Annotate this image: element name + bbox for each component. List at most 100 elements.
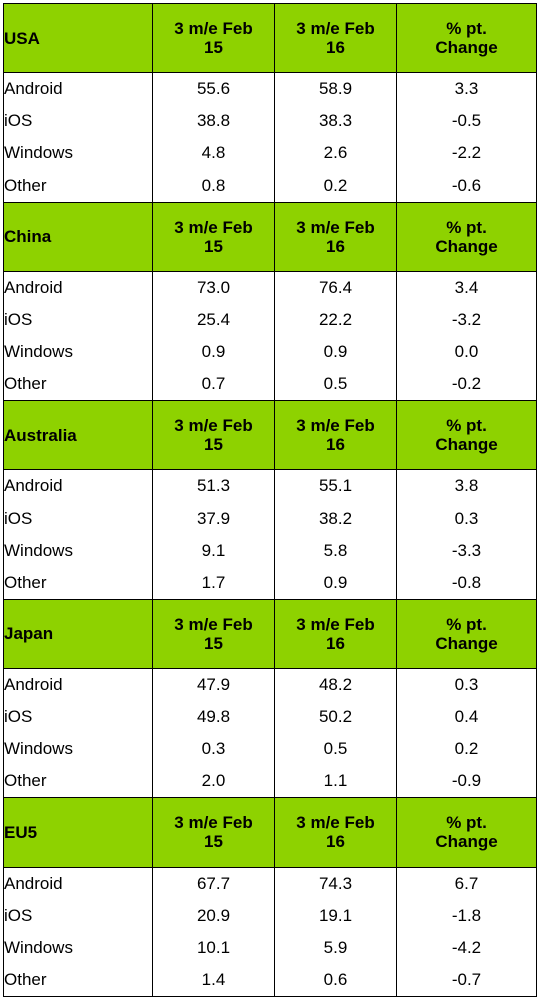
feb15-value: 20.9 (152, 899, 275, 932)
table-row: Windows 0.9 0.9 0.0 (3, 335, 537, 369)
feb15-value: 1.4 (152, 963, 275, 997)
change-value: 6.7 (396, 867, 537, 900)
change-value: -0.5 (396, 105, 537, 138)
column-header-line: 15 (204, 633, 223, 653)
feb16-value: 55.1 (274, 469, 397, 503)
feb15-value: 2.0 (152, 765, 275, 798)
feb15-value: 38.8 (152, 105, 275, 138)
table-row: Android 73.0 76.4 3.4 (3, 271, 537, 304)
table-row: iOS 25.4 22.2 -3.2 (3, 303, 537, 336)
column-header-line: % pt. (446, 416, 487, 436)
change-value: -3.2 (396, 303, 537, 336)
feb16-value: 5.8 (274, 534, 397, 567)
feb15-value: 49.8 (152, 701, 275, 734)
table-row: Other 0.7 0.5 -0.2 (3, 368, 537, 401)
column-header: % pt. Change (396, 598, 537, 669)
column-header-line: 3 m/e Feb (174, 217, 253, 237)
column-header-line: 16 (326, 435, 345, 455)
feb16-value: 48.2 (274, 668, 397, 702)
os-label: Windows (3, 534, 153, 567)
column-header: 3 m/e Feb 16 (274, 400, 397, 471)
feb16-value: 58.9 (274, 72, 397, 106)
column-header-line: 3 m/e Feb (296, 614, 375, 634)
column-header-line: 15 (204, 236, 223, 256)
feb16-value: 0.2 (274, 169, 397, 203)
column-header-line: 3 m/e Feb (296, 813, 375, 833)
column-header: % pt. Change (396, 201, 537, 272)
os-label: Other (3, 963, 153, 997)
column-header-line: 3 m/e Feb (296, 416, 375, 436)
table-row: Android 47.9 48.2 0.3 (3, 668, 537, 702)
os-label: iOS (3, 105, 153, 138)
table-row: Android 67.7 74.3 6.7 (3, 867, 537, 900)
feb16-value: 2.6 (274, 137, 397, 170)
feb16-value: 0.5 (274, 368, 397, 401)
change-value: -4.2 (396, 931, 537, 964)
column-header-line: 3 m/e Feb (174, 813, 253, 833)
table-row: Other 1.7 0.9 -0.8 (3, 566, 537, 600)
feb15-value: 25.4 (152, 303, 275, 336)
column-header-line: 15 (204, 38, 223, 58)
change-value: 0.0 (396, 335, 537, 369)
column-header-line: 3 m/e Feb (174, 19, 253, 39)
change-value: -0.8 (396, 566, 537, 600)
table-row: Windows 9.1 5.8 -3.3 (3, 534, 537, 567)
region-header-australia: Australia 3 m/e Feb 15 3 m/e Feb 16% pt. Chan… (3, 400, 537, 471)
table-row: Windows 10.1 5.9 -4.2 (3, 931, 537, 964)
column-header-line: 15 (204, 435, 223, 455)
table-row: Android 55.6 58.9 3.3 (3, 72, 537, 106)
change-value: -3.3 (396, 534, 537, 567)
column-header-line: % pt. (446, 19, 487, 39)
os-label: Android (3, 867, 153, 900)
feb16-value: 0.5 (274, 733, 397, 766)
column-header-line: 3 m/e Feb (174, 416, 253, 436)
os-label: Windows (3, 931, 153, 964)
change-value: 0.3 (396, 668, 537, 702)
region-name: EU5 (3, 797, 153, 868)
region-header-china: China 3 m/e Feb 15 3 m/e Feb 16% pt. Change (3, 201, 537, 272)
feb16-value: 38.2 (274, 502, 397, 535)
os-label: Other (3, 368, 153, 401)
feb16-value: 22.2 (274, 303, 397, 336)
region-name: Australia (3, 400, 153, 471)
feb16-value: 74.3 (274, 867, 397, 900)
feb15-value: 37.9 (152, 502, 275, 535)
feb16-value: 0.6 (274, 963, 397, 997)
feb16-value: 5.9 (274, 931, 397, 964)
os-label: iOS (3, 899, 153, 932)
os-label: Windows (3, 733, 153, 766)
feb16-value: 38.3 (274, 105, 397, 138)
change-value: -1.8 (396, 899, 537, 932)
feb15-value: 55.6 (152, 72, 275, 106)
feb15-value: 0.7 (152, 368, 275, 401)
region-header-usa: USA 3 m/e Feb 15 3 m/e Feb 16% pt. Change (3, 2, 537, 74)
change-value: -0.6 (396, 169, 537, 203)
column-header-line: Change (435, 236, 498, 256)
region-header-eu5: EU5 3 m/e Feb 15 3 m/e Feb 16% pt. Change (3, 797, 537, 868)
os-label: Other (3, 169, 153, 203)
change-value: -0.2 (396, 368, 537, 401)
feb15-value: 0.3 (152, 733, 275, 766)
os-label: iOS (3, 701, 153, 734)
table-row: iOS 49.8 50.2 0.4 (3, 701, 537, 734)
column-header: 3 m/e Feb 16 (274, 598, 397, 669)
column-header-line: 3 m/e Feb (174, 614, 253, 634)
column-header-line: Change (435, 435, 498, 455)
os-label: Windows (3, 335, 153, 369)
feb16-value: 0.9 (274, 566, 397, 600)
column-header: 3 m/e Feb 16 (274, 201, 397, 272)
column-header: 3 m/e Feb 15 (152, 400, 275, 471)
column-header: 3 m/e Feb 16 (274, 2, 397, 74)
feb16-value: 0.9 (274, 335, 397, 369)
table-row: iOS 38.8 38.3 -0.5 (3, 105, 537, 138)
column-header-line: Change (435, 832, 498, 852)
change-value: 3.3 (396, 72, 537, 106)
feb15-value: 73.0 (152, 271, 275, 304)
feb16-value: 1.1 (274, 765, 397, 798)
feb15-value: 67.7 (152, 867, 275, 900)
feb15-value: 0.9 (152, 335, 275, 369)
os-label: Android (3, 668, 153, 702)
column-header-line: 16 (326, 832, 345, 852)
region-name: Japan (3, 598, 153, 669)
os-share-table: USA 3 m/e Feb 15 3 m/e Feb 16% pt. Change Andr… (3, 2, 537, 997)
